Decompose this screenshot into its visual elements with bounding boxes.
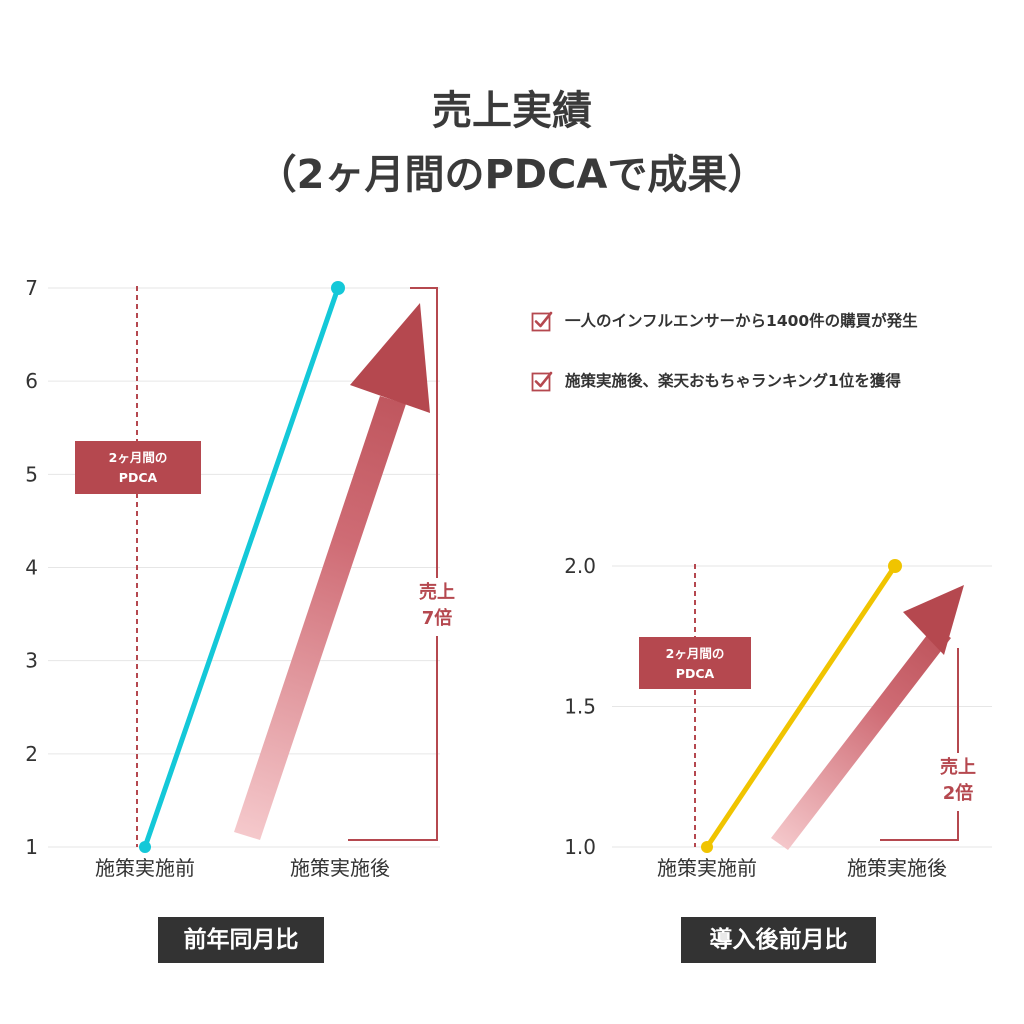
pdca-label-text: 2ヶ月間の (109, 450, 168, 465)
growth-arrow-shaft (771, 626, 951, 850)
y-tick-label: 4 (25, 556, 38, 580)
chart-mom: 1.0 1.5 2.0 施策実施前 施策実施後 2ヶ月間の PDCA 売上 2倍 (564, 554, 992, 880)
pdca-label-text: 2ヶ月間の (666, 646, 725, 661)
x-category-label: 施策実施前 (657, 856, 757, 880)
chart-caption-yoy: 前年同月比 (158, 917, 324, 963)
growth-label-bg (934, 753, 982, 811)
growth-label-text: 7倍 (422, 607, 453, 629)
chart-caption-mom: 導入後前月比 (681, 917, 876, 963)
data-point-after (331, 281, 345, 295)
x-category-label: 施策実施前 (95, 856, 195, 880)
growth-arrow-shaft (234, 396, 406, 840)
y-tick-label: 2.0 (564, 554, 596, 578)
y-tick-label: 5 (25, 462, 38, 486)
y-tick-label: 3 (25, 649, 38, 673)
growth-bracket (880, 648, 959, 841)
y-tick-label: 1.5 (564, 695, 596, 719)
x-category-label: 施策実施後 (290, 856, 390, 880)
x-category-label: 施策実施後 (847, 856, 947, 880)
checkbox-checked-icon (531, 311, 553, 332)
data-point-before (139, 841, 151, 853)
y-tick-label: 2 (25, 742, 38, 766)
y-tick-label: 1.0 (564, 835, 596, 859)
page-subtitle: （2ヶ月間のPDCAで成果） (256, 152, 768, 198)
data-point-before (701, 841, 713, 853)
growth-label-text: 売上 (419, 581, 455, 603)
growth-arrow-head (903, 585, 964, 655)
checkbox-checked-icon (531, 371, 553, 392)
series-line (704, 563, 898, 850)
chart-yoy: 1 2 3 4 5 6 7 施策実施前 施策実施後 2ヶ月間の PDCA 売上 7倍 (25, 276, 461, 880)
checklist-item-text: 施策実施後、楽天おもちゃランキング1位を獲得 (565, 372, 901, 390)
pdca-label-box (639, 637, 751, 689)
y-tick-label: 1 (25, 835, 38, 859)
data-point-after (888, 559, 902, 573)
page-title: 売上実績 (432, 88, 592, 134)
growth-arrow-head (350, 303, 430, 413)
y-tick-label: 7 (25, 276, 38, 300)
growth-bracket (348, 287, 438, 841)
pdca-label-text: PDCA (119, 470, 158, 485)
pdca-label-text: PDCA (676, 666, 715, 681)
pdca-label-box (75, 441, 201, 494)
growth-label-bg (413, 578, 461, 636)
growth-label-text: 売上 (940, 756, 976, 778)
y-tick-label: 6 (25, 369, 38, 393)
series-line (142, 285, 341, 850)
checklist-item-text: 一人のインフルエンサーから1400件の購買が発生 (565, 312, 918, 330)
growth-label-text: 2倍 (943, 782, 974, 804)
